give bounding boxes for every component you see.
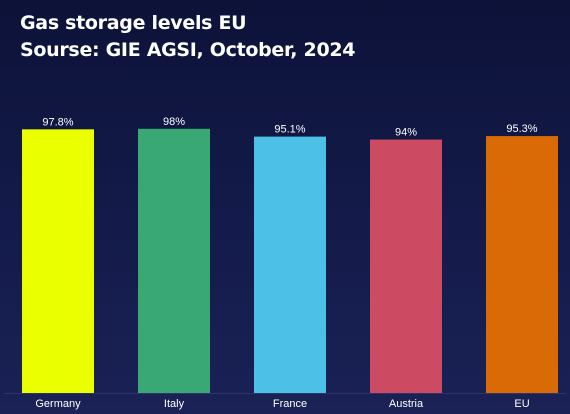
x-tick-label: Austria xyxy=(389,398,424,410)
bar-italy xyxy=(138,128,210,394)
data-label: 97.8% xyxy=(42,116,73,128)
x-tick-label: France xyxy=(273,398,307,410)
chart-subtitle: Sourse: GIE AGSI, October, 2024 xyxy=(20,39,356,61)
x-tick-label: Germany xyxy=(35,398,81,410)
x-tick-label: EU xyxy=(514,398,529,410)
data-label: 95.1% xyxy=(274,124,305,136)
chart-header: Gas storage levels EU Sourse: GIE AGSI, … xyxy=(20,10,356,64)
bar-germany xyxy=(22,129,94,393)
data-label: 94% xyxy=(395,127,417,139)
chart-title: Gas storage levels EU xyxy=(20,12,247,34)
bar-austria xyxy=(370,139,442,393)
bar-eu xyxy=(486,136,558,393)
bar-france xyxy=(254,136,326,393)
data-label: 98% xyxy=(163,116,185,128)
data-label: 95.3% xyxy=(506,123,537,135)
x-tick-label: Italy xyxy=(164,398,185,410)
